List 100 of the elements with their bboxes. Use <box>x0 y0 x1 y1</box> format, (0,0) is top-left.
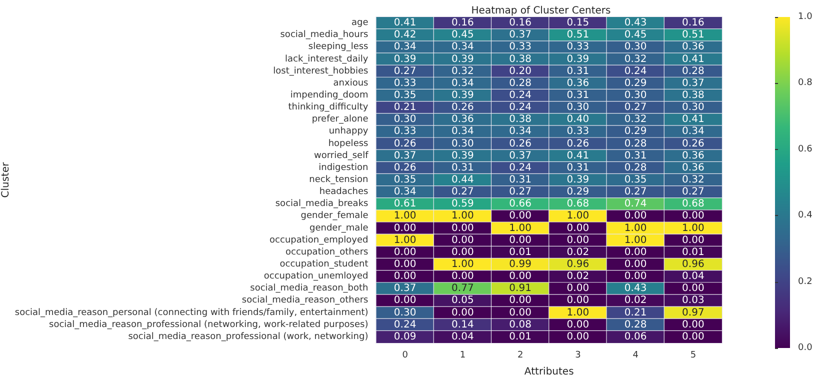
data-label: 0.32 <box>452 66 474 77</box>
color-bar-label: 0.0 <box>798 343 813 353</box>
data-label: 0.15 <box>566 18 590 29</box>
data-label: 0.32 <box>624 54 647 65</box>
y-tick-label: social_media_reason_professional (work, networking) <box>128 332 368 342</box>
chart-title: Heatmap of Cluster Centers <box>471 6 611 16</box>
y-tick-label: thinking_difficulty <box>288 102 369 113</box>
data-label: 0.00 <box>509 295 532 306</box>
data-label: 0.00 <box>566 234 590 246</box>
color-bar-label: 0.2 <box>798 276 812 287</box>
data-label: 0.26 <box>394 138 416 150</box>
data-label: 1.00 <box>682 222 704 234</box>
data-label: 0.00 <box>452 222 474 234</box>
data-label: 0.00 <box>452 307 474 318</box>
data-label: 0.74 <box>624 198 647 210</box>
data-label: 0.34 <box>394 42 416 53</box>
y-tick-label: occupation_others <box>285 247 369 258</box>
data-label: 0.16 <box>452 18 474 29</box>
data-label: 0.77 <box>452 283 474 294</box>
data-label: 0.34 <box>509 126 532 138</box>
data-label: 0.02 <box>566 271 590 282</box>
data-label: 0.41 <box>682 54 704 65</box>
data-label: 0.00 <box>394 295 416 306</box>
data-label: 0.41 <box>682 114 704 126</box>
data-label: 0.44 <box>452 174 474 186</box>
y-tick-label: occupation_unemloyed <box>264 272 368 282</box>
data-label: 0.24 <box>509 102 532 114</box>
y-tick-label: impending_doom <box>290 90 368 100</box>
data-label: 0.00 <box>394 259 416 270</box>
data-label: 0.35 <box>394 90 416 101</box>
data-label: 0.00 <box>452 271 474 282</box>
y-tick-label: social_media_reason_others <box>242 296 369 306</box>
color-bar-label: 0.8 <box>798 78 813 88</box>
data-label: 0.24 <box>509 90 532 101</box>
data-label: 0.30 <box>566 102 590 114</box>
data-label: 0.31 <box>566 66 590 77</box>
data-label: 0.00 <box>682 319 704 330</box>
data-label: 0.00 <box>566 222 590 234</box>
data-label: 0.91 <box>509 283 532 294</box>
data-label: 0.00 <box>682 283 704 294</box>
data-label: 0.36 <box>566 78 590 89</box>
data-label: 1.00 <box>624 222 647 234</box>
data-label: 0.32 <box>624 114 647 126</box>
data-label: 0.31 <box>566 162 590 174</box>
y-tick-label: unhappy <box>328 126 369 137</box>
data-label: 0.30 <box>682 102 704 114</box>
data-label: 0.00 <box>566 319 590 330</box>
data-label: 0.35 <box>624 174 647 186</box>
data-label: 0.02 <box>566 246 590 258</box>
data-label: 0.26 <box>509 138 532 150</box>
data-label: 0.00 <box>624 259 647 270</box>
color-bar-label: 0.6 <box>798 144 813 154</box>
x-tick-label: 0 <box>402 350 408 360</box>
data-label: 0.21 <box>394 102 416 114</box>
data-label: 0.39 <box>566 174 590 186</box>
y-tick-label: social_media_hours <box>280 30 369 40</box>
data-label: 0.00 <box>452 246 474 258</box>
data-label: 0.31 <box>624 150 647 162</box>
data-label: 0.40 <box>566 114 590 126</box>
data-label: 0.28 <box>624 138 647 150</box>
y-tick-label: hopeless <box>328 138 369 149</box>
x-tick-label: 4 <box>632 350 639 360</box>
data-label: 0.97 <box>682 307 704 318</box>
data-label: 0.51 <box>682 30 704 41</box>
data-label: 0.41 <box>394 18 416 29</box>
data-label: 0.31 <box>566 90 590 101</box>
data-label: 0.00 <box>566 295 590 306</box>
data-label: 0.39 <box>566 54 590 65</box>
y-tick-label: lost_interest_hobbies <box>273 66 369 76</box>
data-label: 0.00 <box>509 307 532 318</box>
data-label: 0.05 <box>452 295 474 306</box>
y-tick-label: occupation_employed <box>270 235 368 246</box>
data-label: 0.30 <box>394 114 416 126</box>
data-label: 0.00 <box>682 234 704 246</box>
y-axis-title: Cluster <box>0 161 12 198</box>
data-label: 0.43 <box>624 283 647 294</box>
data-label: 0.00 <box>509 210 532 222</box>
y-tick-label: gender_male <box>310 223 369 234</box>
data-label: 0.96 <box>682 259 704 270</box>
data-label: 0.24 <box>624 66 647 77</box>
data-label: 1.00 <box>452 259 474 270</box>
data-label: 0.26 <box>682 138 704 150</box>
data-label: 0.37 <box>394 283 416 294</box>
data-label: 0.30 <box>624 42 647 53</box>
data-label: 0.00 <box>509 234 532 246</box>
data-label: 0.31 <box>452 162 474 174</box>
x-axis-title: Attributes <box>524 366 574 378</box>
x-tick-label: 2 <box>517 350 524 360</box>
data-label: 0.24 <box>509 162 532 174</box>
data-label: 1.00 <box>452 210 474 222</box>
data-label: 0.43 <box>624 18 647 29</box>
color-bar-label: 1.0 <box>798 12 813 22</box>
data-label: 0.04 <box>452 331 474 342</box>
data-label: 0.04 <box>682 271 704 282</box>
data-label: 0.28 <box>509 78 532 89</box>
data-label: 0.45 <box>452 30 474 41</box>
data-label: 0.37 <box>394 150 416 162</box>
data-label: 0.33 <box>566 42 590 53</box>
y-tick-label: social_media_breaks <box>275 199 369 210</box>
data-label: 0.41 <box>566 150 590 162</box>
